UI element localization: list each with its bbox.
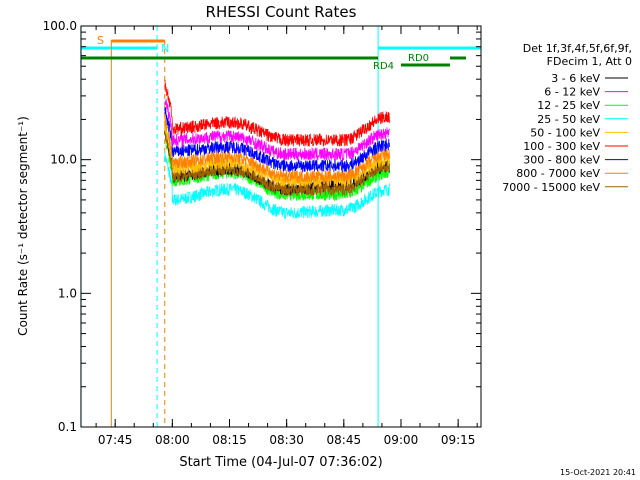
decim-label-rd0: RD0 bbox=[408, 53, 429, 64]
series-line-7 bbox=[164, 114, 390, 184]
series-line-1 bbox=[164, 98, 390, 162]
x-tick-label: 08:30 bbox=[269, 433, 304, 447]
legend-item-label: 100 - 300 keV bbox=[523, 140, 600, 153]
x-tick-label: 08:00 bbox=[155, 433, 190, 447]
x-tick-label: 09:15 bbox=[441, 433, 476, 447]
timestamp: 15-Oct-2021 20:41 bbox=[560, 468, 636, 477]
x-tick-label: 09:00 bbox=[384, 433, 419, 447]
legend-header-line-1: Det 1f,3f,4f,5f,6f,9f, bbox=[523, 42, 632, 55]
axis-layer: 0.1 1.0 10.0 100.0 07:45 08:00 08:15 08:30 08:45… bbox=[43, 19, 481, 447]
chart-title: RHESSI Count Rates bbox=[206, 3, 357, 21]
legend-header-line-2: FDecim 1, Att 0 bbox=[547, 55, 632, 68]
series-line-8 bbox=[164, 128, 390, 197]
night-label: N bbox=[161, 42, 169, 55]
legend-item-label: 3 - 6 keV bbox=[551, 72, 600, 85]
legend-item-label: 300 - 800 keV bbox=[523, 154, 600, 167]
legend-item-label: 6 - 12 keV bbox=[544, 86, 600, 99]
series-line-6 bbox=[164, 107, 390, 173]
series-line-3 bbox=[164, 150, 390, 219]
legend-item-label: 50 - 100 keV bbox=[530, 126, 600, 139]
x-axis-label: Start Time (04-Jul-07 07:36:02) bbox=[179, 455, 382, 470]
legend-item-label: 12 - 25 keV bbox=[537, 99, 600, 112]
legend: Det 1f,3f,4f,5f,6f,9f, FDecim 1, Att 0 3… bbox=[502, 42, 632, 194]
decim-label-rd4: RD4 bbox=[373, 61, 394, 72]
saa-label: S bbox=[97, 34, 104, 47]
plot-frame bbox=[80, 25, 482, 428]
series-layer bbox=[164, 79, 390, 219]
y-tick-label: 100.0 bbox=[43, 19, 77, 33]
x-tick-label: 08:45 bbox=[327, 433, 362, 447]
legend-item-label: 7000 - 15000 keV bbox=[502, 181, 600, 194]
legend-item-label: 800 - 7000 keV bbox=[516, 167, 600, 180]
y-tick-label: 1.0 bbox=[58, 286, 77, 300]
y-tick-label: 10.0 bbox=[50, 153, 77, 167]
y-tick-label: 0.1 bbox=[58, 420, 77, 434]
x-tick-label: 08:15 bbox=[212, 433, 247, 447]
y-axis-label: Count Rate (s⁻¹ detector segment⁻¹) bbox=[16, 116, 30, 336]
legend-item-label: 25 - 50 keV bbox=[537, 113, 600, 126]
flag-layer: N S RD4 RD0 bbox=[80, 26, 482, 427]
x-tick-label: 07:45 bbox=[98, 433, 133, 447]
series-line-5 bbox=[164, 79, 390, 147]
